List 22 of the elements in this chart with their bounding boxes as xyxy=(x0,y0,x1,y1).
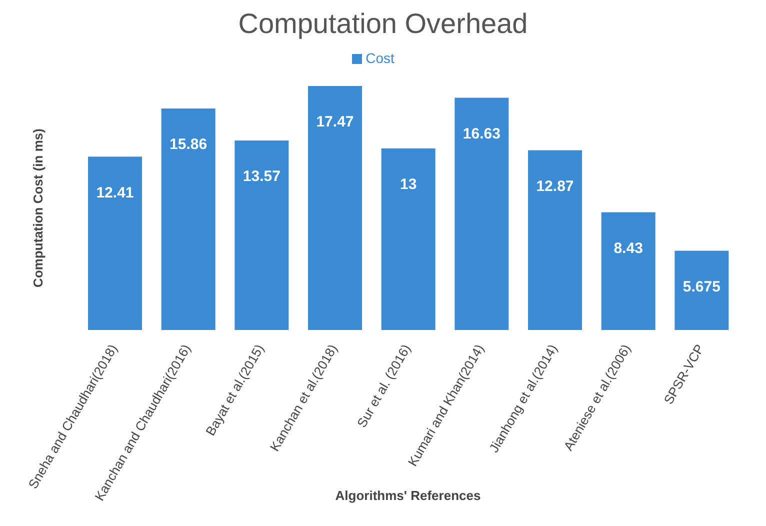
data-label: 12.87 xyxy=(536,178,574,195)
bar xyxy=(234,140,289,330)
data-label: 13.57 xyxy=(242,168,280,186)
bar xyxy=(161,108,216,330)
bar xyxy=(601,212,656,330)
bar xyxy=(308,86,362,330)
bar xyxy=(674,250,729,330)
bar xyxy=(88,156,142,330)
chart-title: Computation Overhead xyxy=(237,8,529,40)
x-axis-title: Algorithms' References xyxy=(335,488,481,503)
bar xyxy=(454,98,509,330)
data-label: 13 xyxy=(400,176,417,194)
data-label: 16.63 xyxy=(462,125,500,142)
legend-label: Cost xyxy=(366,50,394,66)
bar xyxy=(381,148,436,330)
data-label: 17.47 xyxy=(316,114,354,131)
data-label: 12.41 xyxy=(96,184,134,202)
y-axis-title: Computation Cost (in ms) xyxy=(30,128,46,288)
data-label: 5.675 xyxy=(682,278,720,296)
bar xyxy=(528,150,582,330)
data-label: 15.86 xyxy=(170,136,208,154)
data-label: 8.43 xyxy=(614,240,643,257)
